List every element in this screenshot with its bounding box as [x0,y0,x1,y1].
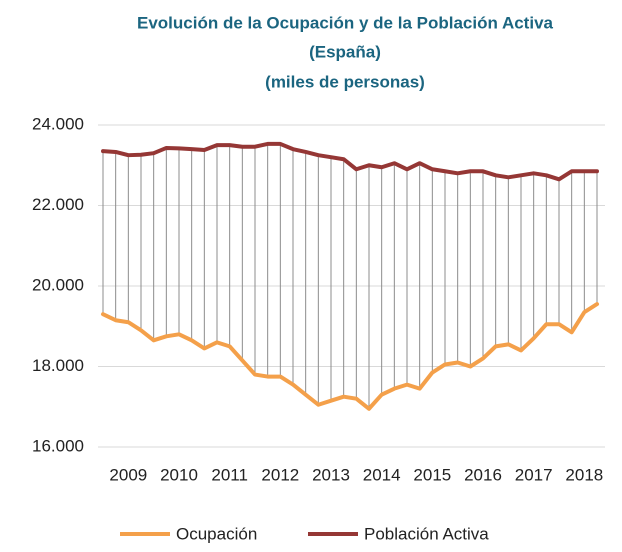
y-tick-label: 18.000 [32,356,84,375]
x-tick-label: 2010 [160,465,198,484]
y-tick-label: 16.000 [32,436,84,455]
x-tick-label: 2012 [261,465,299,484]
x-tick-label: 2016 [464,465,502,484]
chart-subtitle: (España) [309,42,381,61]
x-tick-label: 2009 [109,465,147,484]
x-tick-label: 2013 [312,465,350,484]
x-tick-label: 2014 [363,465,401,484]
chart-title: Evolución de la Ocupación y de la Poblac… [137,13,554,32]
x-tick-label: 2015 [413,465,451,484]
chart-subtitle: (miles de personas) [265,72,425,91]
y-tick-label: 20.000 [32,275,84,294]
series-line [101,302,599,411]
y-tick-label: 22.000 [32,195,84,214]
legend-label: Ocupación [176,524,257,543]
series-line [101,141,599,182]
x-tick-label: 2018 [565,465,603,484]
x-tick-label: 2017 [515,465,553,484]
x-tick-label: 2011 [211,465,248,484]
y-tick-label: 24.000 [32,114,84,133]
legend-label: Población Activa [364,524,489,543]
